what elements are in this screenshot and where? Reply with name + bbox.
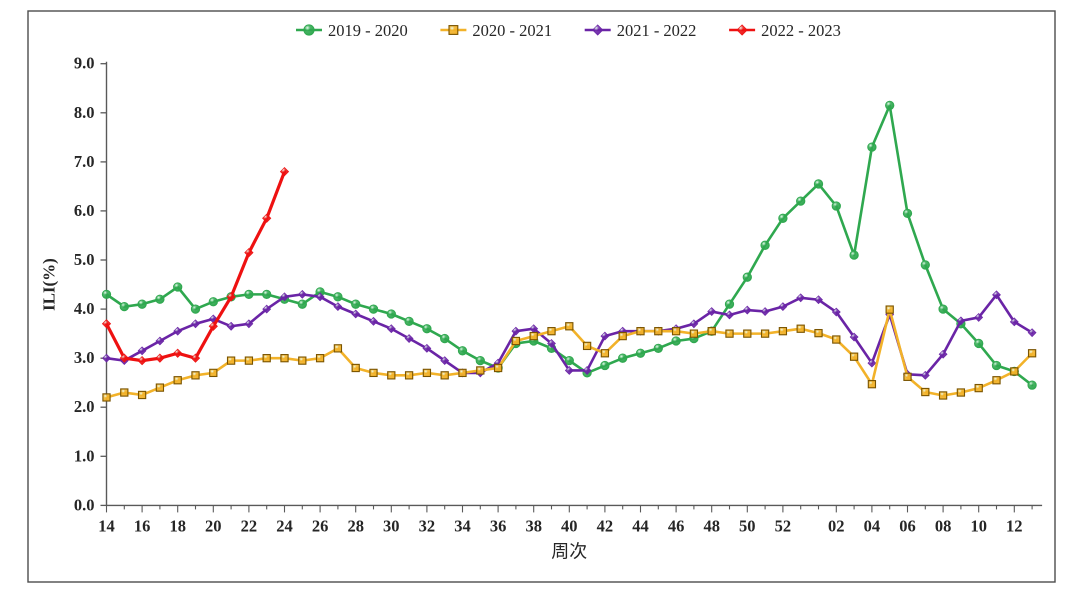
svg-text:4.0: 4.0: [74, 299, 95, 318]
svg-text:2020 - 2021: 2020 - 2021: [472, 21, 552, 40]
svg-text:1.0: 1.0: [74, 446, 95, 465]
svg-text:2.0: 2.0: [74, 397, 95, 416]
svg-text:8.0: 8.0: [74, 103, 95, 122]
svg-text:9.0: 9.0: [74, 54, 95, 73]
svg-text:38: 38: [525, 516, 542, 535]
svg-text:42: 42: [597, 516, 614, 535]
svg-text:22: 22: [241, 516, 258, 535]
svg-text:32: 32: [419, 516, 436, 535]
svg-text:ILI(%): ILI(%): [40, 258, 59, 311]
svg-text:48: 48: [703, 516, 720, 535]
svg-text:06: 06: [899, 516, 916, 535]
svg-text:12: 12: [1006, 516, 1023, 535]
svg-text:2021 - 2022: 2021 - 2022: [617, 21, 697, 40]
svg-text:3.0: 3.0: [74, 348, 95, 367]
svg-text:26: 26: [312, 516, 329, 535]
svg-text:5.0: 5.0: [74, 250, 95, 269]
svg-text:08: 08: [935, 516, 952, 535]
svg-text:50: 50: [739, 516, 756, 535]
svg-text:周次: 周次: [551, 541, 587, 561]
svg-text:24: 24: [276, 516, 293, 535]
svg-text:6.0: 6.0: [74, 201, 95, 220]
svg-text:36: 36: [490, 516, 507, 535]
svg-text:18: 18: [169, 516, 186, 535]
svg-text:34: 34: [454, 516, 471, 535]
svg-text:44: 44: [632, 516, 649, 535]
svg-text:16: 16: [134, 516, 151, 535]
svg-text:2022 - 2023: 2022 - 2023: [761, 21, 841, 40]
svg-text:2019 - 2020: 2019 - 2020: [328, 21, 408, 40]
svg-text:04: 04: [864, 516, 881, 535]
svg-text:52: 52: [775, 516, 792, 535]
svg-text:0.0: 0.0: [74, 495, 95, 514]
svg-text:14: 14: [98, 516, 115, 535]
svg-text:7.0: 7.0: [74, 152, 95, 171]
svg-text:46: 46: [668, 516, 685, 535]
svg-text:02: 02: [828, 516, 845, 535]
svg-text:10: 10: [970, 516, 987, 535]
svg-text:30: 30: [383, 516, 400, 535]
svg-text:20: 20: [205, 516, 222, 535]
svg-text:40: 40: [561, 516, 578, 535]
svg-text:28: 28: [347, 516, 364, 535]
